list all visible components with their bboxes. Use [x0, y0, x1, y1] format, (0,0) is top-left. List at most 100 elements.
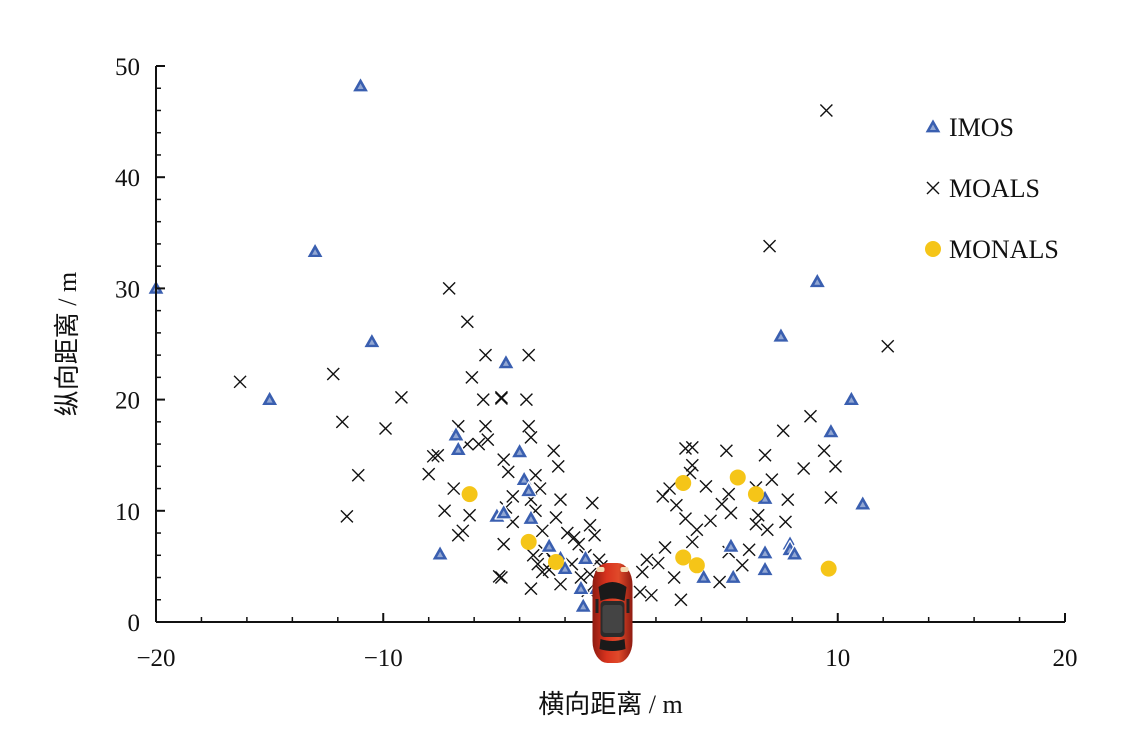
imos-point: [842, 389, 861, 407]
moals-point: [760, 523, 774, 537]
moals-point: [758, 448, 772, 462]
legend-label-imos: IMOS: [949, 113, 1014, 142]
moals-point: [442, 281, 456, 295]
moals-point: [422, 467, 436, 481]
imos-point: [496, 353, 516, 370]
moals-point: [351, 468, 365, 482]
y-tick-label: 10: [115, 499, 140, 526]
legend-item-moals: MOALS: [926, 174, 1040, 203]
moals-point: [340, 509, 354, 523]
moals-point: [635, 565, 649, 579]
monals-point: [547, 553, 564, 570]
moals-point: [472, 437, 486, 451]
monals-point: [729, 469, 746, 486]
imos-point: [494, 503, 513, 520]
imos-point: [446, 425, 466, 442]
moals-point: [719, 444, 733, 458]
imos-point: [449, 439, 468, 457]
imos-point: [755, 560, 775, 577]
x-tick-label: 10: [825, 645, 850, 672]
moals-point: [572, 537, 586, 551]
monals-point: [688, 557, 705, 574]
moals-point: [690, 523, 704, 537]
moals-point: [519, 393, 533, 407]
moals-point: [438, 504, 452, 518]
moals-point: [881, 339, 895, 353]
moals-point: [524, 430, 538, 444]
imos-point: [821, 422, 841, 439]
moals-point: [778, 515, 792, 529]
imos-point: [521, 508, 541, 526]
moals-point: [506, 489, 520, 503]
moals-point: [460, 315, 474, 329]
monals-point: [461, 486, 478, 503]
moals-point: [326, 367, 340, 381]
moals-point: [765, 473, 779, 487]
imos-point: [260, 389, 279, 407]
moals-point: [529, 468, 543, 482]
moals-point: [497, 537, 511, 551]
moals-point: [426, 449, 440, 463]
moals-point: [494, 571, 508, 585]
moals-point: [674, 593, 688, 607]
moals-series: [233, 103, 895, 607]
moals-point: [722, 487, 736, 501]
legend-item-imos: IMOS: [923, 113, 1014, 142]
monals-point: [820, 560, 837, 577]
moals-point: [554, 493, 567, 507]
moals-point: [522, 419, 536, 433]
legend-marker-moals: [926, 181, 940, 195]
moals-point: [476, 393, 490, 407]
monals-point: [675, 549, 692, 566]
y-axis-title: 纵向距离 / m: [53, 272, 82, 416]
moals-point: [533, 482, 547, 496]
moals-point: [481, 433, 495, 447]
moals-point: [667, 571, 681, 585]
moals-point: [781, 493, 795, 507]
moals-point: [560, 526, 574, 540]
imos-point: [721, 536, 741, 554]
moals-point: [494, 391, 508, 405]
moals-point: [233, 375, 247, 389]
moals-point: [492, 569, 506, 583]
y-tick-label: 0: [128, 610, 141, 637]
imos-point: [576, 548, 595, 566]
moals-point: [685, 440, 699, 454]
moals-point: [819, 103, 833, 117]
moals-point: [763, 239, 777, 253]
imos-point: [305, 242, 325, 259]
moals-point: [699, 479, 713, 493]
moals-point: [335, 415, 349, 429]
moals-point: [549, 510, 563, 524]
ego-vehicle-car-icon: [592, 563, 633, 663]
legend: IMOS MOALS MONALS: [923, 113, 1059, 264]
imos-point: [724, 567, 743, 585]
moals-point: [640, 553, 654, 567]
moals-point: [803, 409, 817, 423]
moals-point: [465, 370, 479, 384]
x-axis: −20 −10 10 20 横向距离 / m: [136, 613, 1078, 719]
moals-point: [724, 506, 738, 520]
x-tick-label: −20: [136, 645, 175, 672]
moals-point: [501, 465, 515, 479]
moals-point: [535, 565, 549, 579]
moals-point: [451, 528, 465, 542]
y-tick-label: 20: [115, 388, 140, 415]
moals-point: [531, 557, 545, 571]
y-ticks: 0 10 20 30 40 50: [115, 54, 165, 637]
monals-point: [520, 533, 537, 550]
y-axis: 0 10 20 30 40 50 纵向距离 / m: [53, 54, 165, 637]
y-tick-label: 40: [115, 165, 140, 192]
legend-marker-monals: [925, 241, 941, 257]
moals-point: [776, 424, 790, 438]
moals-point: [651, 556, 665, 570]
moals-point: [547, 444, 561, 458]
monals-series: [461, 469, 837, 577]
moals-point: [479, 419, 493, 433]
moals-point: [713, 575, 727, 589]
moals-point: [828, 459, 842, 473]
imos-point: [519, 481, 538, 498]
imos-point: [755, 543, 775, 560]
moals-point: [497, 453, 511, 467]
